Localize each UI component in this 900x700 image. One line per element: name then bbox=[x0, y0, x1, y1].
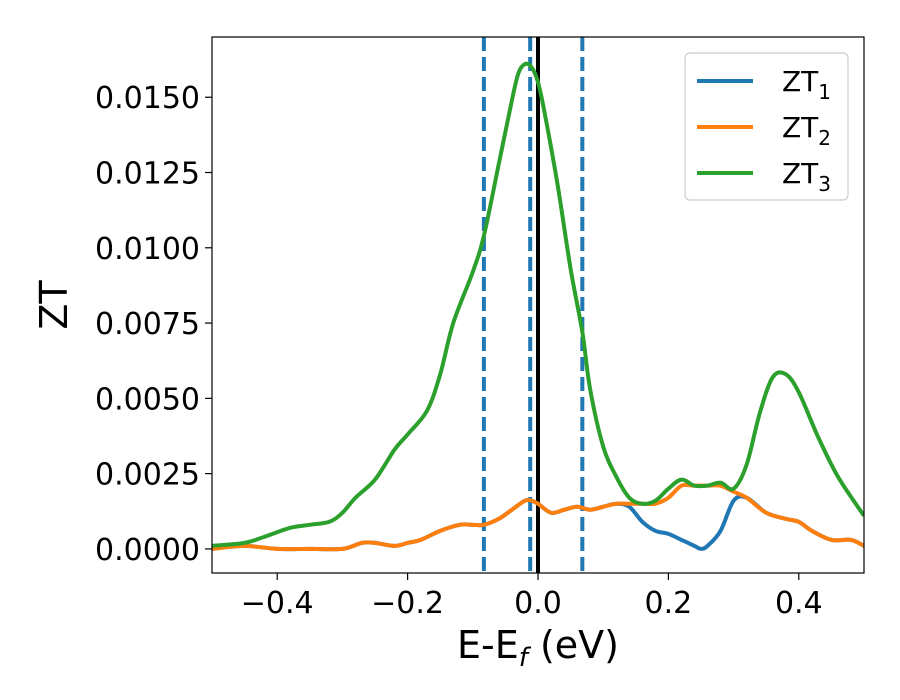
legend-label-zt1: ZT1 bbox=[782, 65, 831, 104]
x-tick-label: 0.0 bbox=[514, 586, 562, 621]
x-axis-title: E-Ef (eV) bbox=[457, 623, 619, 673]
x-axis-ticks: −0.4 −0.2 0.0 0.2 0.4 bbox=[241, 573, 823, 621]
x-tick-label: −0.4 bbox=[241, 586, 314, 621]
legend: ZT1 ZT2 ZT3 bbox=[684, 52, 849, 201]
x-tick-label: 0.2 bbox=[645, 586, 693, 621]
y-tick-label: 0.0050 bbox=[95, 382, 200, 417]
y-tick-label: 0.0075 bbox=[95, 307, 200, 342]
x-axis-title-main: E-E bbox=[457, 623, 519, 667]
x-tick-label: 0.4 bbox=[775, 586, 823, 621]
series-lines bbox=[212, 61, 864, 552]
y-axis-title: ZT bbox=[32, 280, 76, 330]
y-tick-label: 0.0125 bbox=[95, 157, 200, 192]
y-tick-label: 0.0150 bbox=[95, 81, 200, 116]
y-tick-label: 0.0000 bbox=[95, 533, 200, 568]
x-axis-title-tail: (eV) bbox=[528, 623, 619, 667]
y-axis-ticks: 0.0000 0.0025 0.0050 0.0075 0.0100 0.0125 0.01… bbox=[95, 81, 212, 568]
legend-box bbox=[684, 52, 849, 201]
legend-label-zt3: ZT3 bbox=[782, 157, 831, 196]
y-tick-label: 0.0025 bbox=[95, 458, 200, 493]
series-line-zt2 bbox=[212, 482, 864, 552]
series-line-zt3 bbox=[212, 61, 864, 548]
reference-lines bbox=[481, 37, 585, 573]
x-tick-label: −0.2 bbox=[371, 586, 444, 621]
legend-label-zt2: ZT2 bbox=[782, 111, 831, 150]
y-tick-label: 0.0100 bbox=[95, 232, 200, 267]
